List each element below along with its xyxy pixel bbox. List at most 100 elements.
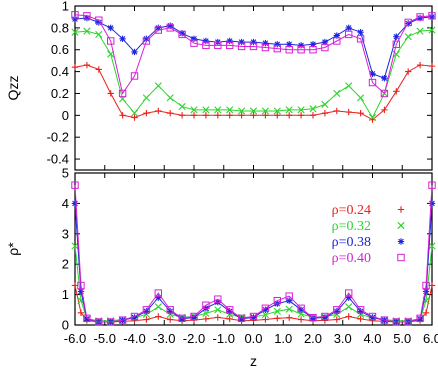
- data-point: [119, 35, 126, 42]
- data-point: [214, 106, 222, 114]
- data-point: [286, 112, 293, 119]
- data-point: [369, 314, 376, 321]
- data-point: [118, 89, 127, 98]
- data-point: [249, 312, 258, 321]
- x-tick-label: 4.0: [363, 331, 381, 346]
- data-point: [333, 37, 341, 45]
- data-point: [261, 43, 270, 52]
- data-point: [428, 242, 436, 250]
- data-point: [250, 38, 257, 46]
- data-point: [143, 35, 150, 42]
- data-point: [321, 38, 329, 46]
- data-point: [428, 26, 436, 34]
- data-point: [262, 316, 269, 323]
- data-point: [143, 308, 150, 315]
- data-point: [422, 288, 430, 295]
- series-line: [74, 203, 433, 323]
- data-point: [143, 109, 150, 117]
- data-point: [286, 297, 293, 304]
- data-point: [214, 306, 222, 314]
- data-point: [238, 315, 245, 323]
- legend-marker: [397, 238, 405, 245]
- data-point: [250, 112, 257, 119]
- data-point: [190, 106, 198, 114]
- top-panel-qzz: 1 0.8 0.6 0.4 0.2 0 -0.2 -0.4 Qzz: [5, 0, 436, 171]
- data-point: [214, 112, 221, 119]
- data-point: [131, 114, 138, 121]
- data-point: [273, 44, 282, 53]
- data-point: [249, 42, 258, 51]
- data-point: [368, 312, 377, 321]
- data-point: [422, 281, 430, 290]
- data-point: [345, 24, 352, 32]
- data-point: [333, 316, 340, 323]
- data-point: [321, 43, 329, 52]
- data-point: [154, 82, 162, 90]
- data-point: [226, 315, 233, 323]
- y-axis-label: ρ*: [5, 242, 21, 256]
- data-point: [130, 72, 139, 80]
- data-point: [77, 309, 85, 317]
- data-point: [202, 301, 210, 309]
- data-point: [214, 41, 222, 50]
- data-point: [226, 106, 234, 114]
- data-point: [273, 296, 282, 305]
- data-point: [83, 314, 91, 323]
- y-axis-label: Qzz: [5, 76, 21, 101]
- data-point: [428, 13, 436, 21]
- data-point: [226, 37, 233, 45]
- series-3: [71, 181, 436, 326]
- data-point: [261, 107, 269, 115]
- data-point: [273, 107, 281, 115]
- data-point: [356, 306, 365, 314]
- legend-label: ρ=0.32: [332, 219, 371, 234]
- x-tick-label: -6.0: [64, 331, 86, 346]
- data-point: [167, 109, 174, 117]
- data-point: [142, 306, 151, 314]
- data-point: [71, 15, 79, 23]
- data-point: [262, 306, 269, 313]
- data-point: [333, 32, 340, 39]
- data-point: [237, 314, 246, 323]
- data-point: [83, 61, 91, 69]
- data-point: [309, 314, 317, 322]
- data-point: [380, 316, 389, 324]
- data-point: [155, 107, 162, 115]
- data-point: [392, 318, 401, 326]
- data-point: [381, 106, 388, 114]
- data-point: [345, 30, 353, 39]
- x-tick-label: 1.0: [274, 331, 292, 346]
- y-tick-label: 0.4: [51, 64, 69, 79]
- series-0: [71, 61, 436, 123]
- y-tick-label: 0.2: [51, 86, 69, 101]
- x-tick-label: -2.0: [183, 331, 205, 346]
- y-tick-label: 2: [62, 257, 69, 272]
- data-point: [155, 24, 162, 32]
- y-tick-label: 0.8: [51, 20, 69, 35]
- data-point: [428, 200, 436, 207]
- data-point: [333, 308, 340, 315]
- data-point: [77, 288, 85, 295]
- data-point: [238, 112, 245, 119]
- data-point: [356, 35, 365, 43]
- data-point: [274, 41, 281, 48]
- data-point: [393, 33, 400, 40]
- data-point: [250, 314, 257, 321]
- data-point: [202, 112, 210, 119]
- data-point: [368, 78, 377, 87]
- data-point: [226, 308, 233, 315]
- data-point: [285, 292, 293, 300]
- data-point: [154, 26, 163, 34]
- data-point: [214, 295, 222, 303]
- data-point: [309, 41, 317, 48]
- series-1: [71, 26, 436, 122]
- data-point: [178, 112, 186, 119]
- data-point: [202, 315, 210, 323]
- x-tick-label: 6.0: [423, 331, 438, 346]
- data-point: [95, 30, 103, 39]
- x-tick-label: -5.0: [94, 331, 116, 346]
- data-point: [178, 315, 186, 323]
- data-point: [416, 61, 424, 69]
- data-point: [202, 309, 210, 318]
- series-line: [74, 16, 433, 79]
